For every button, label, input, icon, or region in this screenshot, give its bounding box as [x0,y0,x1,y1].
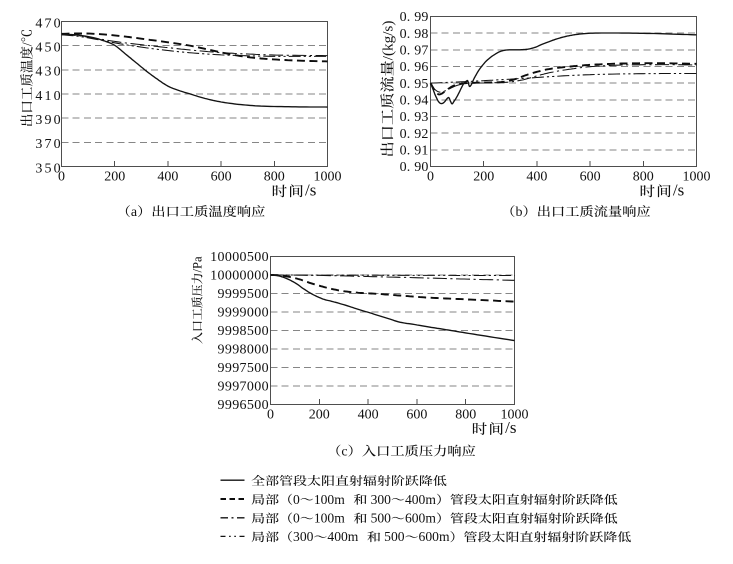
svg-text:0. 91: 0. 91 [400,144,429,159]
svg-text:0. 90: 0. 90 [400,160,429,175]
svg-text:350: 350 [35,161,62,176]
svg-text:10000500: 10000500 [210,250,269,265]
svg-text:9998000: 9998000 [218,343,269,358]
svg-text:400: 400 [526,169,547,184]
svg-text:0: 0 [267,407,274,422]
svg-text:0: 0 [427,169,434,184]
svg-text:500: 500 [384,529,405,544]
svg-text:1000: 1000 [683,169,711,184]
svg-text:/s: /s [505,418,516,437]
svg-text:0. 97: 0. 97 [400,44,429,59]
svg-text:800: 800 [633,169,654,184]
svg-text:0. 98: 0. 98 [400,27,429,42]
svg-text:0. 93: 0. 93 [400,110,429,125]
svg-text:9999500: 9999500 [218,287,269,302]
svg-text:/(kg/s): /(kg/s) [379,21,396,61]
svg-text:600m: 600m [419,529,450,544]
svg-text:0: 0 [293,492,300,507]
svg-text:430: 430 [35,65,62,80]
svg-text:200: 200 [309,407,330,422]
svg-text:400m: 400m [405,492,436,507]
svg-text:100m: 100m [314,511,345,526]
svg-text:100m: 100m [314,492,345,507]
svg-text:0. 92: 0. 92 [400,127,429,142]
svg-text:200: 200 [104,169,125,184]
svg-text:0: 0 [293,511,300,526]
svg-text:0. 95: 0. 95 [400,77,429,92]
svg-text:600: 600 [211,169,232,184]
svg-text:0. 99: 0. 99 [400,10,429,25]
svg-text:9997000: 9997000 [218,380,269,395]
svg-text:500: 500 [371,511,392,526]
svg-text:470: 470 [35,16,62,31]
svg-text:400: 400 [358,407,379,422]
svg-text:1000: 1000 [314,169,342,184]
svg-text:c: c [341,445,347,460]
svg-text:/Pa: /Pa [191,256,205,273]
svg-text:600m: 600m [405,511,436,526]
svg-text:400m: 400m [327,529,358,544]
svg-text:/: / [20,42,35,46]
svg-text:410: 410 [35,89,62,104]
svg-text:/s: /s [305,181,316,200]
svg-text:200: 200 [473,169,494,184]
svg-text:370: 370 [35,137,62,152]
svg-text:a: a [131,205,138,220]
svg-text:0: 0 [58,169,65,184]
svg-text:600: 600 [406,407,427,422]
svg-text:/s: /s [673,181,684,200]
svg-text:400: 400 [157,169,178,184]
svg-text:450: 450 [35,41,62,56]
svg-text:10000000: 10000000 [210,269,269,284]
svg-text:300: 300 [371,492,392,507]
svg-text:9999000: 9999000 [218,306,269,321]
svg-text:9998500: 9998500 [218,324,269,339]
svg-text:800: 800 [455,407,476,422]
svg-text:600: 600 [580,169,601,184]
svg-text:b: b [515,205,522,220]
svg-text:0. 96: 0. 96 [400,60,429,75]
svg-text:9997500: 9997500 [218,361,269,376]
svg-text:800: 800 [264,169,285,184]
svg-text:0. 94: 0. 94 [400,94,429,109]
svg-text:9996500: 9996500 [218,398,269,413]
svg-text:390: 390 [35,113,62,128]
svg-text:1000: 1000 [501,407,529,422]
svg-text:300: 300 [293,529,314,544]
